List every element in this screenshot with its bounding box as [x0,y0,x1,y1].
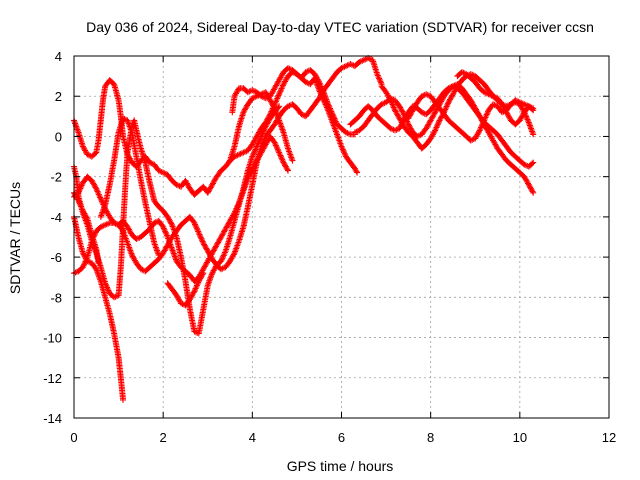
marker-points [351,81,537,196]
series-arc-11 [351,81,537,196]
y-tick-label: -8 [50,290,62,305]
series-arc-1 [71,67,358,198]
x-axis-label: GPS time / hours [287,458,394,474]
marker-points [71,67,358,198]
x-tick-label: 12 [602,430,616,445]
marker-points [97,115,162,259]
y-tick-label: -12 [43,371,62,386]
series-arc-5 [71,213,126,403]
x-tick-label: 6 [338,430,345,445]
marker-points [164,270,207,309]
marker-points [71,213,126,403]
data-layer [71,55,537,403]
y-tick-label: -10 [43,331,62,346]
series-arc-8 [164,270,207,309]
y-tick-label: -14 [43,411,62,426]
series-arc-7 [97,115,162,259]
axis-layer: 0 2 4 6 8 10 12 -14 -12 -10 -8 -6 -4 -2 0 2 4 [43,49,616,445]
y-tick-label: -4 [50,210,62,225]
grid-layer [74,56,609,418]
x-tick-label: 10 [513,430,527,445]
x-tick-label: 0 [70,430,77,445]
x-tick-label: 2 [160,430,167,445]
marker-points [405,91,537,144]
y-axis-label: SDTVAR / TECUs [7,182,23,294]
series-arc-10 [229,65,361,176]
x-tick-label: 4 [249,430,256,445]
y-tick-label: -2 [50,170,62,185]
series-arc-14 [405,91,537,144]
marker-points [229,65,361,176]
y-tick-label: 4 [55,49,62,64]
series-arc-15 [454,69,537,128]
y-tick-label: -6 [50,250,62,265]
marker-points [454,69,537,128]
y-tick-label: 0 [55,129,62,144]
chart-title: Day 036 of 2024, Sidereal Day-to-day VTE… [86,19,594,35]
x-tick-label: 8 [427,430,434,445]
plot-frame [73,55,610,419]
y-tick-label: 2 [55,89,62,104]
